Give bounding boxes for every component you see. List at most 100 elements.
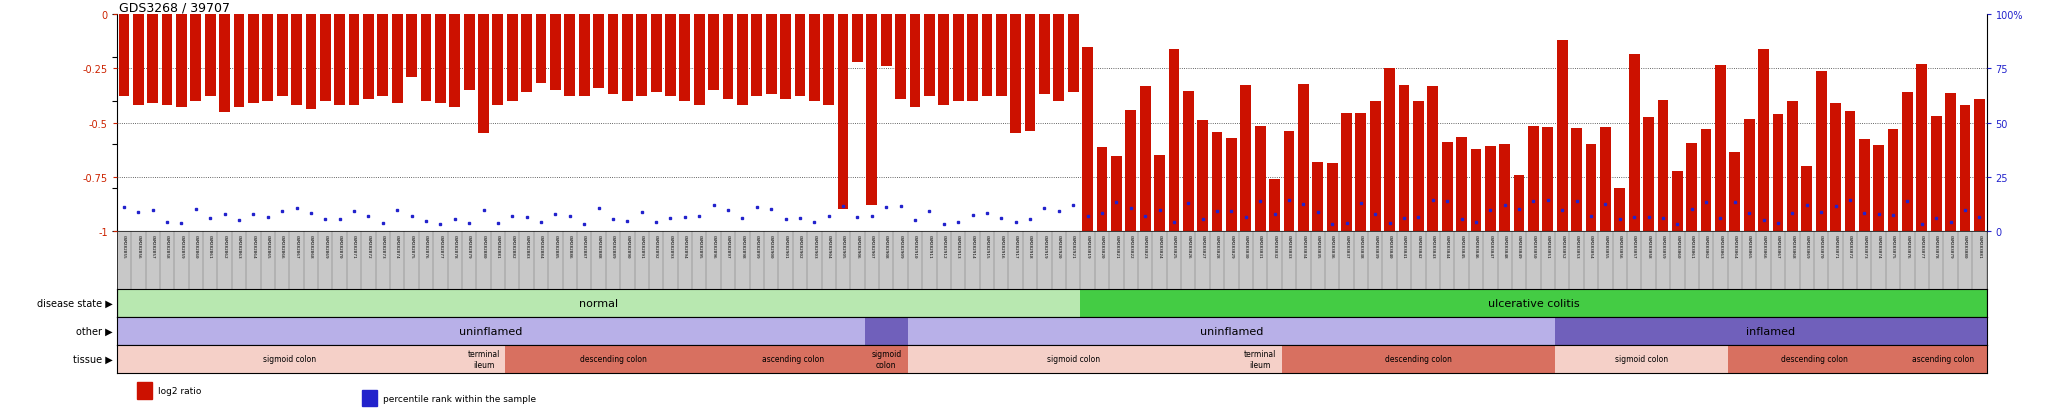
Text: GSM282877: GSM282877	[438, 234, 442, 258]
Bar	[1341, 113, 1352, 231]
Text: GSM283058: GSM283058	[1647, 234, 1651, 258]
Text: GSM283080: GSM283080	[1962, 234, 1966, 258]
Text: ascending colon: ascending colon	[762, 355, 823, 363]
Bar	[1585, 144, 1595, 231]
Text: descending colon: descending colon	[580, 355, 647, 363]
Bar	[1081, 47, 1094, 231]
Text: GSM283060: GSM283060	[1675, 234, 1679, 258]
Bar	[580, 15, 590, 97]
Bar	[795, 15, 805, 97]
Text: GSM282862: GSM282862	[223, 234, 227, 258]
Text: GSM283034: GSM283034	[1300, 234, 1305, 258]
Text: GSM283021: GSM283021	[1114, 234, 1118, 258]
Bar	[1874, 145, 1884, 231]
Bar	[508, 15, 518, 102]
Bar	[117, 289, 1081, 317]
Text: GSM282873: GSM282873	[381, 234, 385, 258]
Text: GSM283040: GSM283040	[1389, 234, 1393, 258]
Bar	[1427, 86, 1438, 231]
Text: GSM283028: GSM283028	[1214, 234, 1219, 258]
Bar	[1456, 137, 1466, 231]
Text: GSM282856: GSM282856	[137, 234, 141, 258]
Text: GSM283041: GSM283041	[1403, 234, 1407, 258]
Text: GSM283077: GSM283077	[1919, 234, 1923, 258]
Text: terminal
ileum: terminal ileum	[1243, 349, 1276, 369]
Bar	[694, 15, 705, 106]
Text: GSM283019: GSM283019	[1085, 234, 1090, 258]
Text: GSM282875: GSM282875	[410, 234, 414, 258]
Bar	[449, 15, 461, 108]
Bar	[1184, 92, 1194, 231]
Text: GSM283063: GSM283063	[1718, 234, 1722, 258]
Text: GSM283073: GSM283073	[1862, 234, 1866, 258]
Bar	[1284, 132, 1294, 231]
Bar	[1198, 121, 1208, 231]
Text: GSM282917: GSM282917	[1014, 234, 1018, 258]
Text: GSM282860: GSM282860	[195, 234, 199, 258]
Text: GSM282857: GSM282857	[152, 234, 156, 258]
Bar	[938, 15, 948, 106]
Text: disease state ▶: disease state ▶	[37, 298, 113, 308]
Text: tissue ▶: tissue ▶	[74, 354, 113, 364]
Text: GSM283031: GSM283031	[1257, 234, 1262, 258]
Text: descending colon: descending colon	[1384, 355, 1452, 363]
Text: GSM283071: GSM283071	[1833, 234, 1837, 258]
Text: GSM283020: GSM283020	[1100, 234, 1104, 258]
Bar	[766, 15, 776, 95]
Bar	[721, 345, 864, 373]
Text: GSM283024: GSM283024	[1157, 234, 1161, 258]
Bar	[651, 15, 662, 93]
Text: GSM282909: GSM282909	[899, 234, 903, 258]
Text: GSM282880: GSM282880	[481, 234, 485, 258]
Bar	[809, 15, 819, 102]
Bar	[864, 345, 907, 373]
Bar	[463, 345, 506, 373]
Text: descending colon: descending colon	[1780, 355, 1847, 363]
Text: GSM282871: GSM282871	[352, 234, 356, 258]
Bar	[391, 15, 403, 104]
Bar	[1081, 289, 1987, 317]
Bar	[477, 15, 489, 134]
Text: GSM283044: GSM283044	[1446, 234, 1450, 258]
Bar	[1628, 55, 1640, 231]
Text: GSM282888: GSM282888	[596, 234, 600, 258]
Text: GSM282912: GSM282912	[942, 234, 946, 258]
Bar	[117, 317, 864, 345]
Bar	[1155, 156, 1165, 231]
Text: GSM283062: GSM283062	[1704, 234, 1708, 258]
Text: GSM283052: GSM283052	[1561, 234, 1565, 258]
Text: GSM283042: GSM283042	[1417, 234, 1421, 258]
Text: GSM283029: GSM283029	[1229, 234, 1233, 258]
Text: sigmoid colon: sigmoid colon	[1614, 355, 1667, 363]
Text: GSM283050: GSM283050	[1532, 234, 1536, 258]
Bar	[780, 15, 791, 100]
Bar	[1903, 92, 1913, 231]
Bar	[1096, 148, 1108, 231]
Bar	[909, 15, 920, 108]
Text: GSM283075: GSM283075	[1890, 234, 1894, 258]
Text: GSM282905: GSM282905	[842, 234, 846, 258]
Bar	[1298, 84, 1309, 231]
Bar	[852, 15, 862, 63]
Text: GSM282915: GSM282915	[985, 234, 989, 258]
Bar	[864, 317, 907, 345]
Text: GSM282911: GSM282911	[928, 234, 932, 258]
Text: GSM282889: GSM282889	[610, 234, 614, 258]
Bar	[1255, 126, 1266, 231]
Bar	[680, 15, 690, 102]
Text: GSM282913: GSM282913	[956, 234, 961, 258]
Bar	[907, 317, 1554, 345]
Text: GSM283046: GSM283046	[1475, 234, 1479, 258]
Bar	[205, 15, 215, 97]
Text: GSM283065: GSM283065	[1747, 234, 1751, 258]
Text: sigmoid colon: sigmoid colon	[1047, 355, 1100, 363]
Bar	[162, 15, 172, 106]
Text: GSM283037: GSM283037	[1343, 234, 1348, 258]
Text: GSM283081: GSM283081	[1978, 234, 1980, 258]
Bar	[1759, 50, 1769, 231]
Text: GSM283079: GSM283079	[1948, 234, 1952, 258]
Text: GSM283076: GSM283076	[1905, 234, 1909, 258]
Text: GSM282861: GSM282861	[209, 234, 213, 258]
Text: GSM283025: GSM283025	[1171, 234, 1176, 258]
Bar	[1241, 85, 1251, 231]
